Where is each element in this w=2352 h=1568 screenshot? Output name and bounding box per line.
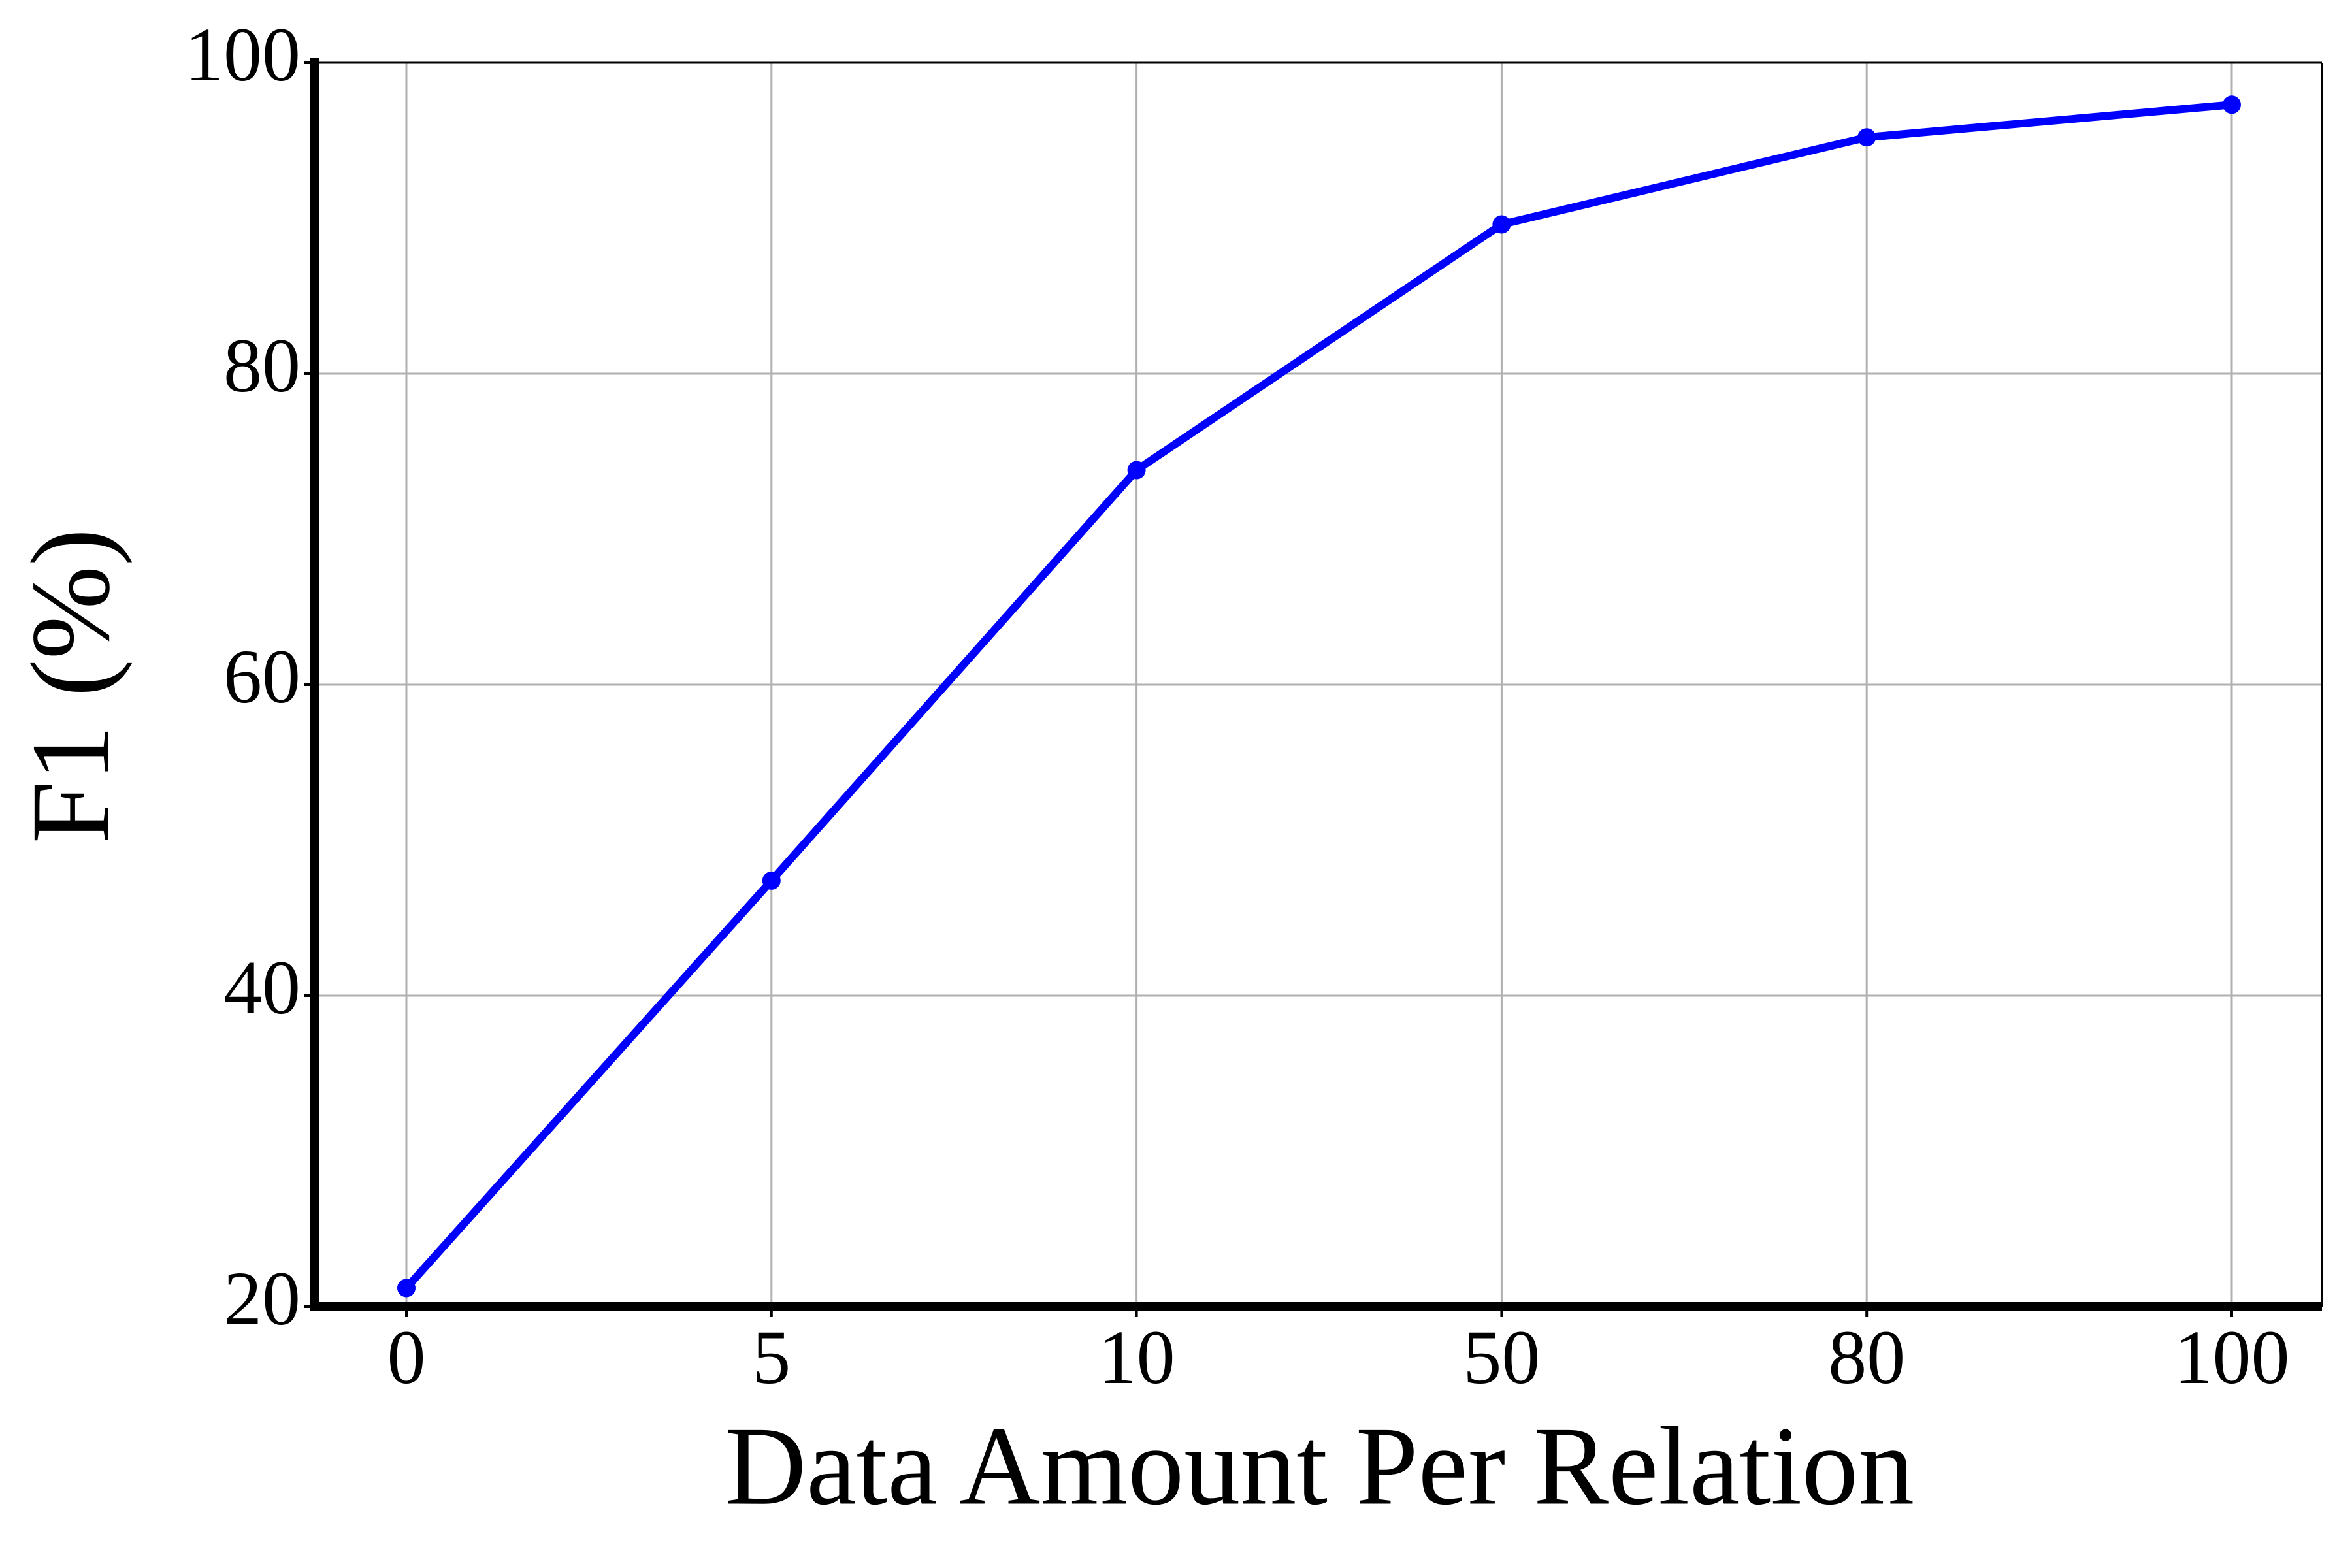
data-point bbox=[2223, 95, 2241, 114]
data-line bbox=[403, 101, 2232, 1291]
data-point bbox=[1857, 128, 1876, 147]
y-tick-label: 60 bbox=[223, 634, 301, 719]
y-tick-label: 80 bbox=[223, 323, 301, 408]
y-tick-label: 20 bbox=[223, 1256, 301, 1341]
x-tick-label: 100 bbox=[2174, 1315, 2290, 1400]
x-tick-label: 80 bbox=[1828, 1315, 1905, 1400]
y-axis-label: F1 (%) bbox=[8, 529, 133, 844]
x-tick-label: 5 bbox=[752, 1315, 791, 1400]
x-axis-label: Data Amount Per Relation bbox=[725, 1404, 1914, 1528]
data-point bbox=[762, 871, 781, 890]
y-tick-label: 100 bbox=[185, 12, 301, 97]
plot-area bbox=[315, 61, 2323, 1307]
data-point bbox=[1127, 461, 1146, 480]
data-point bbox=[397, 1279, 416, 1298]
y-tick-label: 40 bbox=[223, 945, 301, 1030]
x-tick-label: 0 bbox=[387, 1315, 426, 1400]
x-tick-label: 50 bbox=[1463, 1315, 1540, 1400]
x-tick-label: 10 bbox=[1098, 1315, 1175, 1400]
data-point bbox=[1492, 215, 1511, 234]
